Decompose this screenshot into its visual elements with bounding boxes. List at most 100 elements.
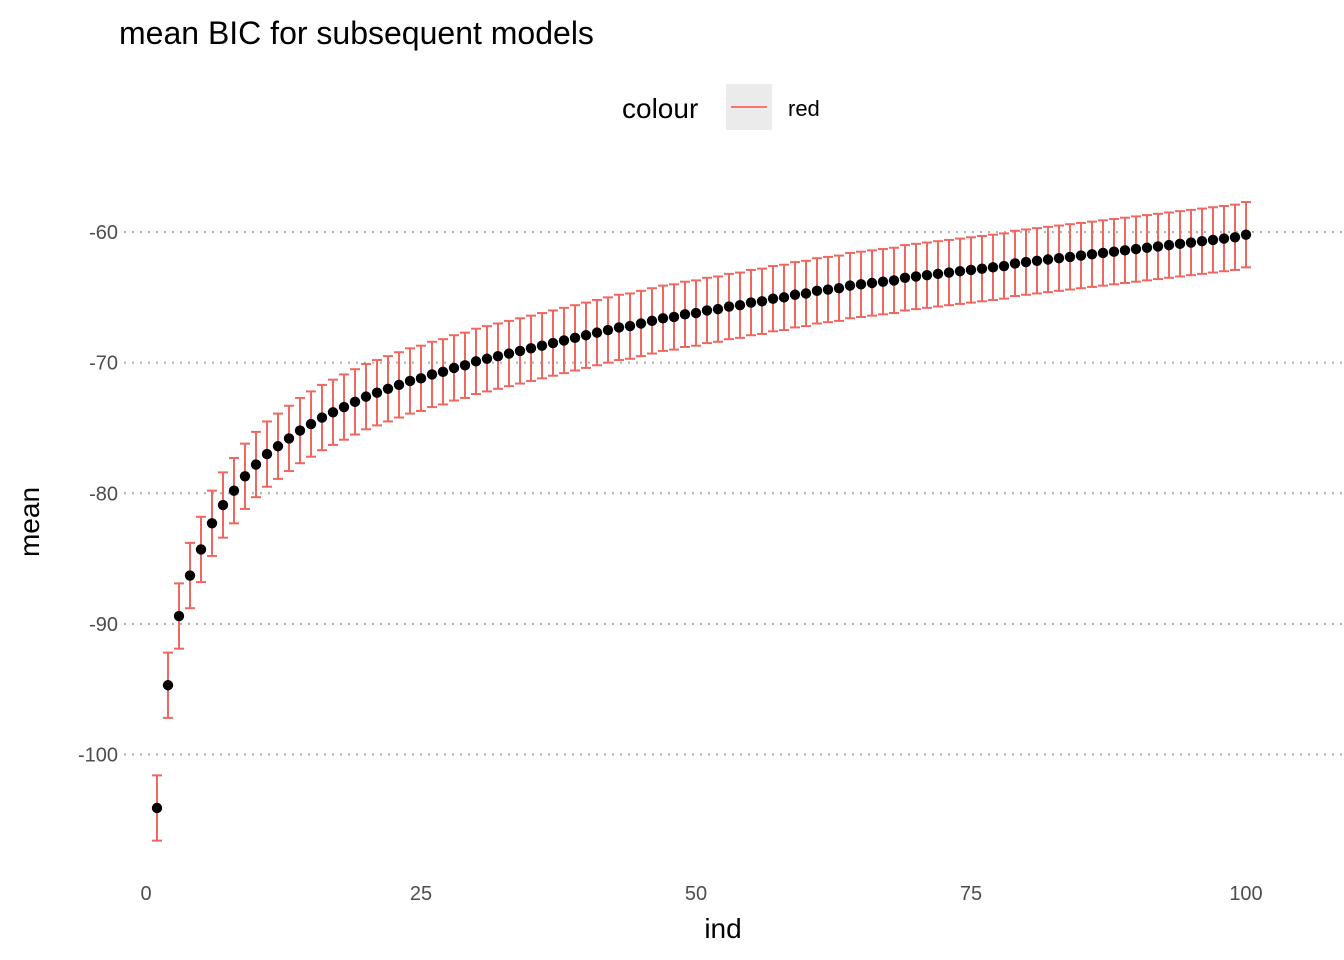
y-axis-ticks: -60 -70 -80 -90 -100 (78, 222, 118, 766)
data-point (360, 391, 372, 402)
data-point (734, 300, 746, 311)
x-tick-label: 0 (140, 883, 151, 905)
data-point (1009, 258, 1021, 269)
data-point (877, 276, 889, 287)
data-point (723, 301, 735, 312)
data-point (778, 292, 790, 303)
data-point (602, 324, 614, 336)
data-point (888, 275, 900, 286)
x-tick-label: 50 (685, 883, 707, 905)
data-point (415, 373, 427, 384)
data-point (327, 407, 339, 418)
legend-title: colour (622, 93, 698, 124)
data-point (459, 360, 471, 371)
legend-label: red (788, 96, 820, 121)
data-point (954, 266, 966, 277)
data-point (1130, 243, 1142, 255)
data-point (481, 353, 493, 364)
y-tick-label: -100 (78, 744, 118, 766)
data-point (1031, 255, 1043, 267)
data-point (470, 356, 482, 367)
x-axis-ticks: 0 25 50 75 100 (140, 883, 1262, 905)
data-point (1097, 247, 1109, 259)
data-point (1163, 239, 1175, 251)
data-point (1042, 254, 1054, 265)
data-point (668, 311, 680, 323)
data-point (767, 293, 779, 304)
data-point (1207, 234, 1219, 246)
data-point (1108, 246, 1120, 257)
data-point (1152, 241, 1164, 252)
data-point (426, 369, 438, 380)
data-point (525, 343, 537, 354)
data-point (712, 303, 724, 315)
data-point (998, 260, 1010, 272)
data-point (272, 441, 284, 452)
data-point (811, 285, 823, 297)
data-point (1020, 256, 1032, 268)
data-point (338, 401, 350, 413)
chart-title: mean BIC for subsequent models (119, 15, 594, 51)
data-point (932, 268, 944, 280)
data-point (855, 279, 867, 290)
data-point (745, 297, 757, 308)
data-point (921, 269, 933, 281)
gridlines (124, 230, 1342, 756)
data-point (316, 412, 328, 423)
data-point (756, 296, 768, 307)
data-point (1240, 229, 1252, 240)
data-point (580, 330, 592, 341)
data-point (1086, 249, 1098, 260)
error-bars (152, 201, 1251, 842)
data-point (492, 350, 504, 362)
data-point (217, 499, 229, 511)
data-point (195, 544, 207, 555)
data-point (536, 340, 548, 351)
data-point (547, 337, 559, 349)
data-point (822, 284, 834, 295)
points (151, 229, 1252, 814)
x-axis-title: ind (704, 913, 741, 944)
data-point (1174, 238, 1186, 250)
x-tick-label: 100 (1229, 883, 1262, 905)
x-tick-label: 75 (960, 883, 982, 905)
legend: colour red (622, 84, 820, 130)
data-point (987, 262, 999, 273)
data-point (1075, 250, 1087, 261)
data-point (635, 318, 647, 329)
data-point (965, 264, 977, 276)
data-point (976, 263, 988, 274)
data-point (943, 267, 955, 278)
data-point (371, 387, 383, 398)
data-point (206, 518, 218, 529)
data-point (514, 345, 526, 357)
data-point (294, 425, 306, 436)
data-point (1141, 242, 1153, 253)
data-point (1119, 245, 1131, 256)
data-point (151, 802, 163, 814)
data-point (701, 305, 713, 316)
data-point (404, 375, 416, 387)
x-tick-label: 25 (410, 883, 432, 905)
data-point (690, 307, 702, 319)
data-point (1196, 236, 1208, 247)
data-point (591, 327, 603, 338)
data-point (503, 348, 515, 359)
data-point (910, 271, 922, 282)
y-tick-label: -80 (89, 483, 118, 505)
y-tick-label: -60 (89, 222, 118, 244)
data-point (184, 570, 196, 581)
y-axis-title: mean (14, 487, 45, 557)
data-point (569, 332, 581, 344)
data-point (866, 277, 878, 289)
data-point (1218, 233, 1230, 244)
data-point (393, 379, 405, 391)
data-point (1053, 252, 1065, 264)
data-point (382, 383, 394, 394)
data-point (833, 283, 845, 294)
data-point (1229, 232, 1241, 243)
data-point (624, 320, 636, 332)
data-point (228, 485, 240, 496)
data-point (800, 288, 812, 299)
